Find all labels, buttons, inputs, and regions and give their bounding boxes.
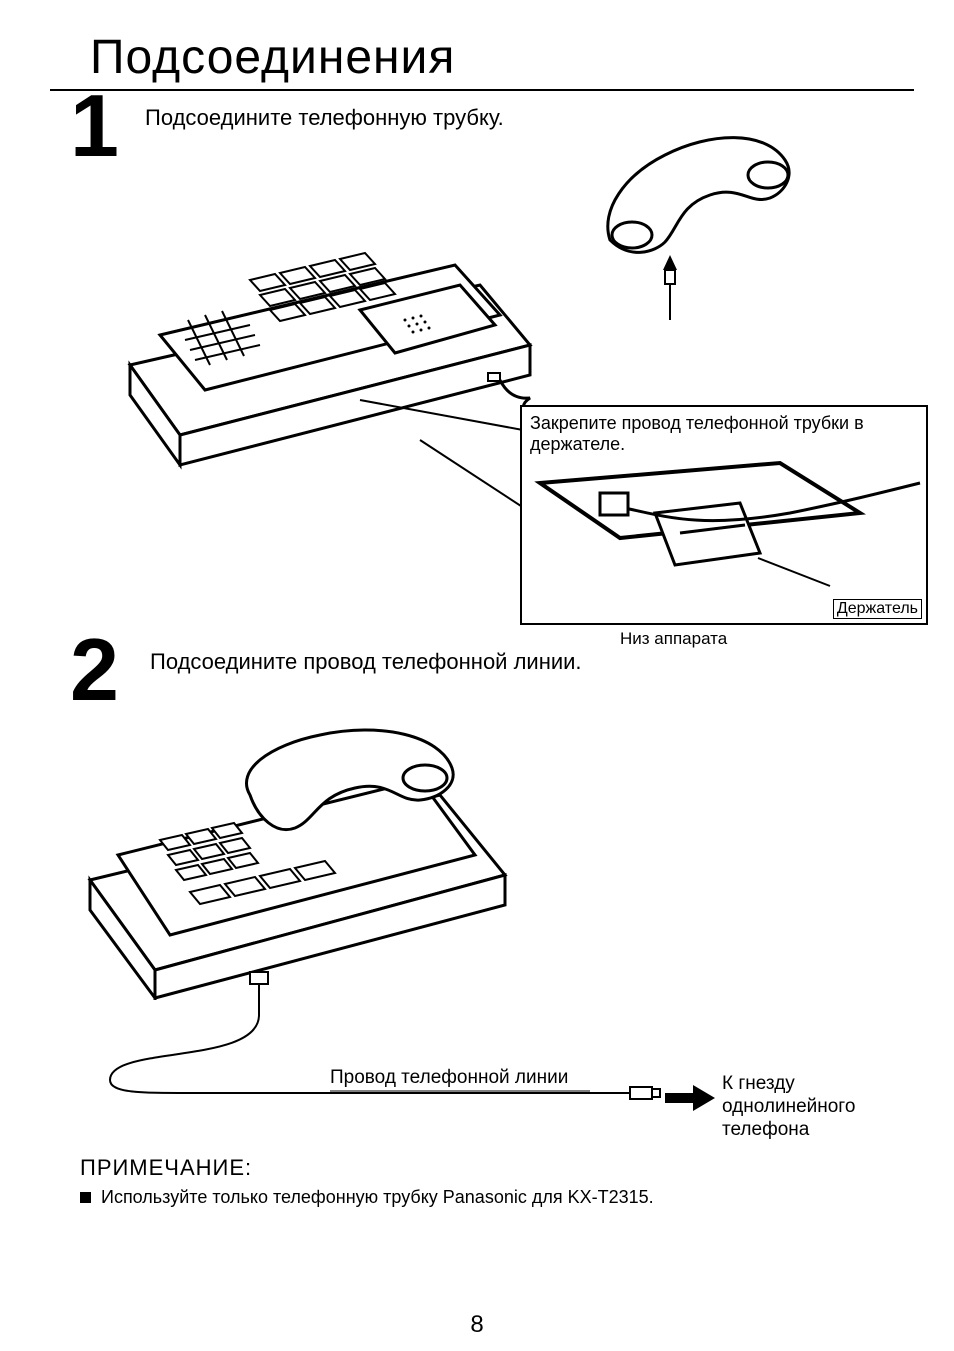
note-body: Используйте только телефонную трубку Pan… — [101, 1187, 654, 1207]
bullet-icon — [80, 1192, 91, 1203]
step1-text: Подсоедините телефонную трубку. — [145, 105, 504, 131]
note-block: ПРИМЕЧАНИЕ: Используйте только телефонну… — [80, 1155, 914, 1208]
holder-label: Держатель — [833, 599, 922, 619]
arrow-icon — [665, 1085, 715, 1111]
destination-label: К гнезду однолинейного телефона — [722, 1073, 922, 1141]
step1-callout: Закрепите провод телефонной трубки в дер… — [520, 405, 928, 625]
step2-text: Подсоедините провод телефонной линии. — [150, 649, 582, 675]
note-heading: ПРИМЕЧАНИЕ: — [80, 1155, 914, 1181]
step-2: 2 Подсоедините провод телефонной линии. — [50, 635, 914, 1145]
note-body-line: Используйте только телефонную трубку Pan… — [80, 1187, 914, 1208]
step2-number: 2 — [70, 635, 119, 705]
title-rule — [50, 89, 914, 91]
step-1: 1 Подсоедините телефонную трубку. — [50, 105, 914, 635]
step1-number: 1 — [70, 91, 119, 161]
page-number: 8 — [470, 1311, 483, 1339]
handset-illustration — [570, 120, 830, 350]
step1-callout-text: Закрепите провод телефонной трубки в дер… — [530, 413, 918, 454]
page-title: Подсоединения — [90, 30, 914, 85]
line-cord-label: Провод телефонной линии — [330, 1067, 568, 1089]
label-underline — [330, 1090, 590, 1092]
phone-with-handset-illustration — [60, 700, 540, 1000]
